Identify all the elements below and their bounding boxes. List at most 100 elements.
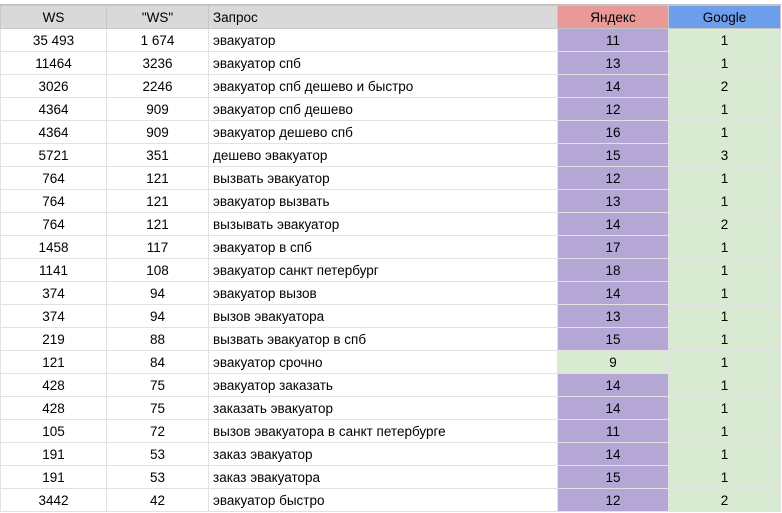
cell-ws-quoted[interactable]: 94 [106,304,209,328]
cell-ws-quoted[interactable]: 3236 [106,51,209,75]
cell-query[interactable]: эвакуатор в спб [208,235,558,259]
cell-query[interactable]: эвакуатор заказать [208,373,558,397]
cell-ws-quoted[interactable]: 75 [106,396,209,420]
cell-ws-quoted[interactable]: 121 [106,212,209,236]
cell-yandex[interactable]: 17 [557,235,669,259]
cell-google[interactable]: 1 [668,396,781,420]
cell-query[interactable]: заказ эвакуатора [208,465,558,489]
cell-query[interactable]: эвакуатор срочно [208,350,558,374]
header-google[interactable]: Google [668,5,781,29]
cell-yandex[interactable]: 13 [557,304,669,328]
cell-ws[interactable]: 1141 [0,258,107,282]
cell-google[interactable]: 3 [668,143,781,167]
cell-query[interactable]: эвакуатор быстро [208,488,558,512]
cell-query[interactable]: эвакуатор [208,28,558,52]
cell-ws-quoted[interactable]: 72 [106,419,209,443]
cell-ws[interactable]: 4364 [0,120,107,144]
cell-ws[interactable]: 1458 [0,235,107,259]
cell-yandex[interactable]: 12 [557,97,669,121]
header-ws[interactable]: WS [0,5,107,29]
header-yandex[interactable]: Яндекс [557,5,669,29]
cell-ws-quoted[interactable]: 1 674 [106,28,209,52]
cell-query[interactable]: вызов эвакуатора [208,304,558,328]
cell-google[interactable]: 2 [668,74,781,98]
cell-google[interactable]: 1 [668,51,781,75]
cell-query[interactable]: вызвать эвакуатор [208,166,558,190]
cell-google[interactable]: 2 [668,488,781,512]
cell-ws[interactable]: 105 [0,419,107,443]
cell-ws-quoted[interactable]: 84 [106,350,209,374]
cell-yandex[interactable]: 9 [557,350,669,374]
cell-google[interactable]: 1 [668,442,781,466]
cell-yandex[interactable]: 15 [557,143,669,167]
cell-query[interactable]: дешево эвакуатор [208,143,558,167]
cell-ws-quoted[interactable]: 53 [106,465,209,489]
cell-google[interactable]: 1 [668,189,781,213]
cell-ws[interactable]: 3442 [0,488,107,512]
cell-ws[interactable]: 374 [0,281,107,305]
cell-ws[interactable]: 374 [0,304,107,328]
cell-ws[interactable]: 5721 [0,143,107,167]
cell-yandex[interactable]: 18 [557,258,669,282]
cell-yandex[interactable]: 14 [557,74,669,98]
cell-google[interactable]: 1 [668,120,781,144]
cell-google[interactable]: 1 [668,97,781,121]
header-ws-quoted[interactable]: "WS" [106,5,209,29]
cell-query[interactable]: заказать эвакуатор [208,396,558,420]
cell-yandex[interactable]: 11 [557,28,669,52]
cell-yandex[interactable]: 11 [557,419,669,443]
cell-google[interactable]: 1 [668,350,781,374]
cell-query[interactable]: эвакуатор санкт петербург [208,258,558,282]
cell-ws[interactable]: 764 [0,166,107,190]
cell-google[interactable]: 1 [668,465,781,489]
cell-ws-quoted[interactable]: 88 [106,327,209,351]
cell-ws[interactable]: 3026 [0,74,107,98]
cell-ws-quoted[interactable]: 909 [106,120,209,144]
cell-query[interactable]: эвакуатор спб дешево [208,97,558,121]
cell-ws-quoted[interactable]: 121 [106,166,209,190]
cell-query[interactable]: эвакуатор вызвать [208,189,558,213]
cell-google[interactable]: 1 [668,373,781,397]
cell-yandex[interactable]: 16 [557,120,669,144]
cell-ws-quoted[interactable]: 121 [106,189,209,213]
cell-ws-quoted[interactable]: 2246 [106,74,209,98]
cell-ws[interactable]: 191 [0,442,107,466]
header-query[interactable]: Запрос [208,5,558,29]
cell-google[interactable]: 1 [668,235,781,259]
cell-yandex[interactable]: 14 [557,442,669,466]
cell-yandex[interactable]: 14 [557,396,669,420]
cell-google[interactable]: 2 [668,212,781,236]
cell-ws-quoted[interactable]: 53 [106,442,209,466]
cell-yandex[interactable]: 15 [557,465,669,489]
cell-query[interactable]: вызывать эвакуатор [208,212,558,236]
cell-ws-quoted[interactable]: 42 [106,488,209,512]
cell-yandex[interactable]: 14 [557,281,669,305]
cell-query[interactable]: вызов эвакуатора в санкт петербурге [208,419,558,443]
cell-ws[interactable]: 11464 [0,51,107,75]
cell-google[interactable]: 1 [668,419,781,443]
cell-ws-quoted[interactable]: 351 [106,143,209,167]
cell-query[interactable]: эвакуатор спб [208,51,558,75]
cell-ws-quoted[interactable]: 909 [106,97,209,121]
cell-ws-quoted[interactable]: 75 [106,373,209,397]
cell-query[interactable]: эвакуатор дешево спб [208,120,558,144]
cell-query[interactable]: вызвать эвакуатор в спб [208,327,558,351]
cell-ws[interactable]: 764 [0,212,107,236]
cell-google[interactable]: 1 [668,327,781,351]
cell-google[interactable]: 1 [668,166,781,190]
cell-yandex[interactable]: 15 [557,327,669,351]
cell-google[interactable]: 1 [668,258,781,282]
cell-ws[interactable]: 4364 [0,97,107,121]
cell-query[interactable]: заказ эвакуатор [208,442,558,466]
cell-yandex[interactable]: 13 [557,51,669,75]
cell-yandex[interactable]: 14 [557,212,669,236]
cell-ws[interactable]: 121 [0,350,107,374]
cell-google[interactable]: 1 [668,304,781,328]
cell-ws[interactable]: 428 [0,396,107,420]
cell-google[interactable]: 1 [668,28,781,52]
cell-yandex[interactable]: 13 [557,189,669,213]
cell-ws[interactable]: 764 [0,189,107,213]
cell-yandex[interactable]: 12 [557,166,669,190]
cell-ws[interactable]: 35 493 [0,28,107,52]
cell-query[interactable]: эвакуатор спб дешево и быстро [208,74,558,98]
